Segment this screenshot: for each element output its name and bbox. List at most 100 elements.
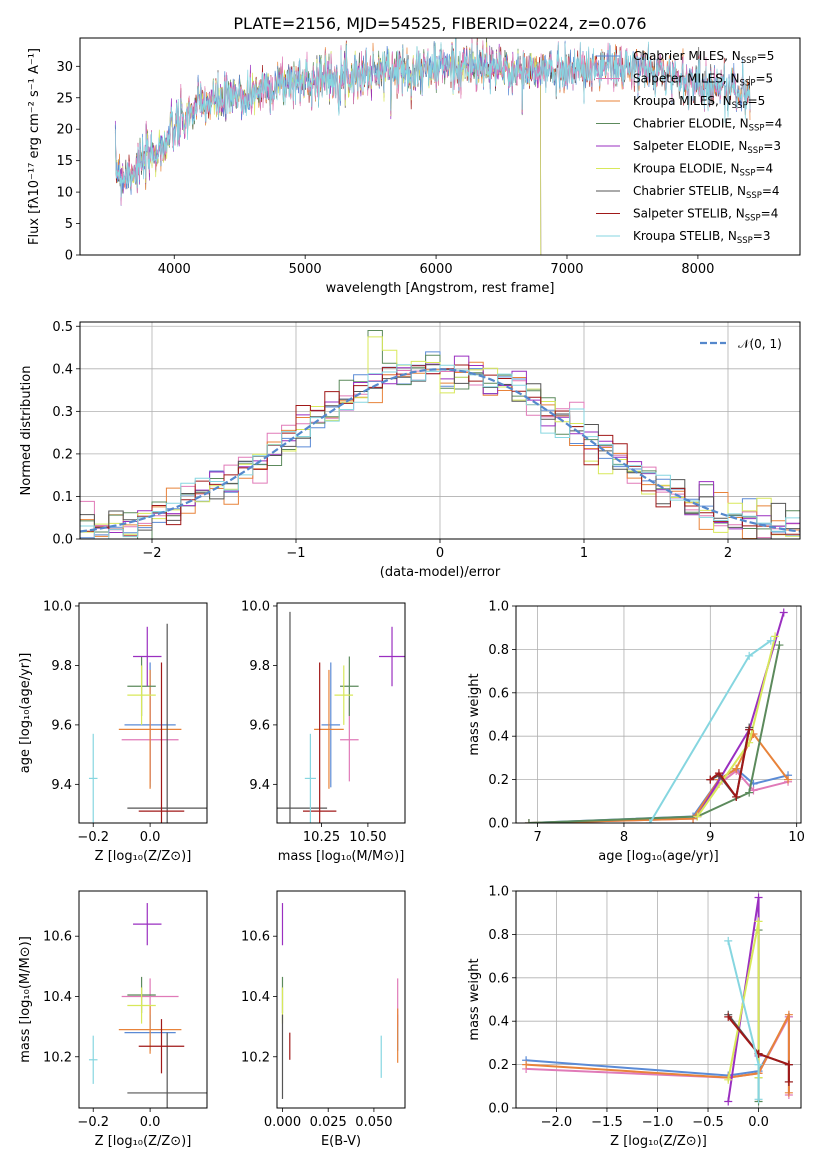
weight-point-salpeter_stelib (745, 725, 754, 734)
x-tick-label: 0.0 (140, 1115, 161, 1130)
errorbar-salpeter_stelib (138, 662, 185, 823)
x-tick-label: 8000 (681, 262, 714, 277)
y-axis-label: mass weight (467, 673, 482, 755)
y-tick-label: 10.4 (43, 990, 72, 1005)
x-tick-label: 7 (533, 830, 541, 845)
legend-label-salpeter_miles: Salpeter MILES, NSSP=5 (633, 72, 773, 89)
y-axis-label: Normed distribution (19, 366, 34, 496)
y-tick-label: 0 (65, 249, 73, 264)
weight-point-salpeter_elodie (724, 1097, 733, 1106)
x-tick-label: 9 (706, 830, 714, 845)
plot-area (516, 606, 801, 823)
x-axis-label: Z [log₁₀(Z/Z⊙)] (610, 1134, 707, 1149)
errorbar-kroupa_stelib (304, 733, 316, 823)
y-tick-label: 10.6 (43, 930, 72, 945)
y-tick-label: 9.4 (51, 778, 72, 793)
errorbar-chabrier_stelib (277, 611, 328, 823)
y-tick-label: 0.0 (488, 1102, 509, 1117)
histogram-salpeter_stelib (80, 364, 800, 539)
axes-frame (515, 890, 802, 1109)
weight-point-salpeter_stelib (732, 792, 741, 801)
x-tick-label: −0.5 (692, 1115, 724, 1130)
weight-point-salpeter_stelib (714, 769, 723, 778)
y-tick-label: 10.0 (241, 599, 270, 614)
errorbar-salpeter_elodie (133, 626, 162, 687)
y-tick-label: 0.5 (52, 320, 73, 335)
legend-label-chabrier_miles: Chabrier MILES, NSSP=5 (633, 49, 774, 66)
x-tick-label: −0.2 (77, 830, 109, 845)
weight-point-salpeter_stelib (784, 1060, 793, 1069)
y-tick-label: 0.3 (52, 405, 73, 420)
y-tick-label: 9.4 (249, 778, 270, 793)
weight-line-salpeter_stelib (709, 729, 751, 800)
y-tick-label: 0.4 (488, 730, 509, 745)
axes-frame (78, 890, 208, 1109)
plot-area (516, 891, 801, 1108)
x-axis-label: E(B-V) (321, 1134, 361, 1149)
y-tick-label: 0.4 (488, 1015, 509, 1030)
y-tick-label: 0.0 (52, 533, 73, 548)
plot-area (80, 322, 800, 539)
x-tick-label: 4000 (158, 262, 191, 277)
errorbar-salpeter_elodie (133, 903, 162, 946)
y-tick-label: 10.2 (241, 1050, 270, 1065)
axes-frame (515, 605, 802, 824)
x-tick-label: −1 (286, 546, 305, 561)
y-tick-label: 5 (65, 217, 73, 232)
errorbar-chabrier_stelib (127, 623, 207, 823)
chart-spectrum: 4000 5000 6000 7000 8000 0 5 10 15 20 25 30 waveleng… (27, 37, 801, 296)
weight-point-salpeter_stelib (724, 1012, 733, 1021)
x-tick-label: 6000 (420, 262, 453, 277)
x-tick-label: 8 (620, 830, 628, 845)
weight-point-salpeter_elodie (779, 608, 788, 617)
y-tick-label: 9.8 (249, 659, 270, 674)
y-tick-label: 1.0 (488, 600, 509, 615)
x-tick-label: −0.2 (77, 1115, 109, 1130)
legend: Chabrier MILES, NSSP=5 Salpeter MILES, NS… (596, 49, 782, 246)
chart-age-vs-Z: −0.2 0.0 9.4 9.6 9.8 10.0 Z [log₁₀(Z/Z⊙)] age [… (18, 599, 208, 864)
axes-frame (78, 602, 208, 824)
x-axis-label: Z [log₁₀(Z/Z⊙)] (95, 1134, 192, 1149)
x-tick-label: 0.025 (310, 1115, 347, 1130)
weight-point-chabrier_elodie (745, 788, 754, 797)
y-tick-label: 9.8 (51, 659, 72, 674)
weight-line-chabrier_elodie (528, 644, 781, 823)
weight-point-kroupa_elodie (754, 917, 763, 926)
weight-lines (524, 608, 793, 823)
y-tick-label: 0.0 (488, 817, 509, 832)
y-tick-label: 10 (56, 186, 73, 201)
errorbar-kroupa_miles (118, 669, 182, 789)
errorbar-kroupa_stelib (88, 733, 98, 823)
x-tick-label: 1 (580, 546, 588, 561)
weight-point-kroupa_miles (522, 1060, 531, 1069)
weight-point-kroupa_elodie (771, 632, 780, 641)
x-tick-label: 0 (436, 546, 444, 561)
x-tick-label: 2 (724, 546, 732, 561)
plot-area (88, 623, 207, 823)
legend-label-kroupa_elodie: Kroupa ELODIE, NSSP=4 (633, 162, 773, 179)
y-tick-label: 0.2 (488, 773, 509, 788)
y-tick-label: 10.2 (43, 1050, 72, 1065)
weight-point-kroupa_elodie (724, 1075, 733, 1084)
x-axis-label: Z [log₁₀(Z/Z⊙)] (95, 849, 192, 864)
weight-line-salpeter_miles (528, 769, 789, 823)
weight-point-chabrier_elodie (775, 641, 784, 650)
errorbar-kroupa_stelib (88, 1035, 98, 1084)
weight-point-salpeter_elodie (754, 893, 763, 902)
weight-lines (522, 893, 793, 1106)
spectrum-kroupa_stelib (114, 38, 751, 198)
y-tick-label: 1.0 (488, 885, 509, 900)
errorbars (277, 611, 405, 823)
errorbar-chabrier_stelib (127, 1032, 207, 1108)
y-tick-label: 25 (56, 91, 73, 106)
chart-mass-vs-ebv: 0.000 0.025 0.050 10.2 10.4 10.6 E(B-V) (241, 890, 406, 1149)
histogram-kroupa_stelib (80, 364, 800, 539)
y-tick-label: 10.0 (43, 599, 72, 614)
spectrum-lines (114, 38, 751, 255)
y-tick-label: 0.6 (488, 686, 509, 701)
errorbar-chabrier_elodie (340, 656, 359, 716)
chart-mass-weight-vs-age: 7 8 9 10 0.0 0.2 0.4 0.6 0.8 1.0 age [log₁₀(age/yr… (467, 600, 805, 865)
y-tick-label: 20 (56, 123, 73, 138)
plot-area (281, 903, 399, 1099)
